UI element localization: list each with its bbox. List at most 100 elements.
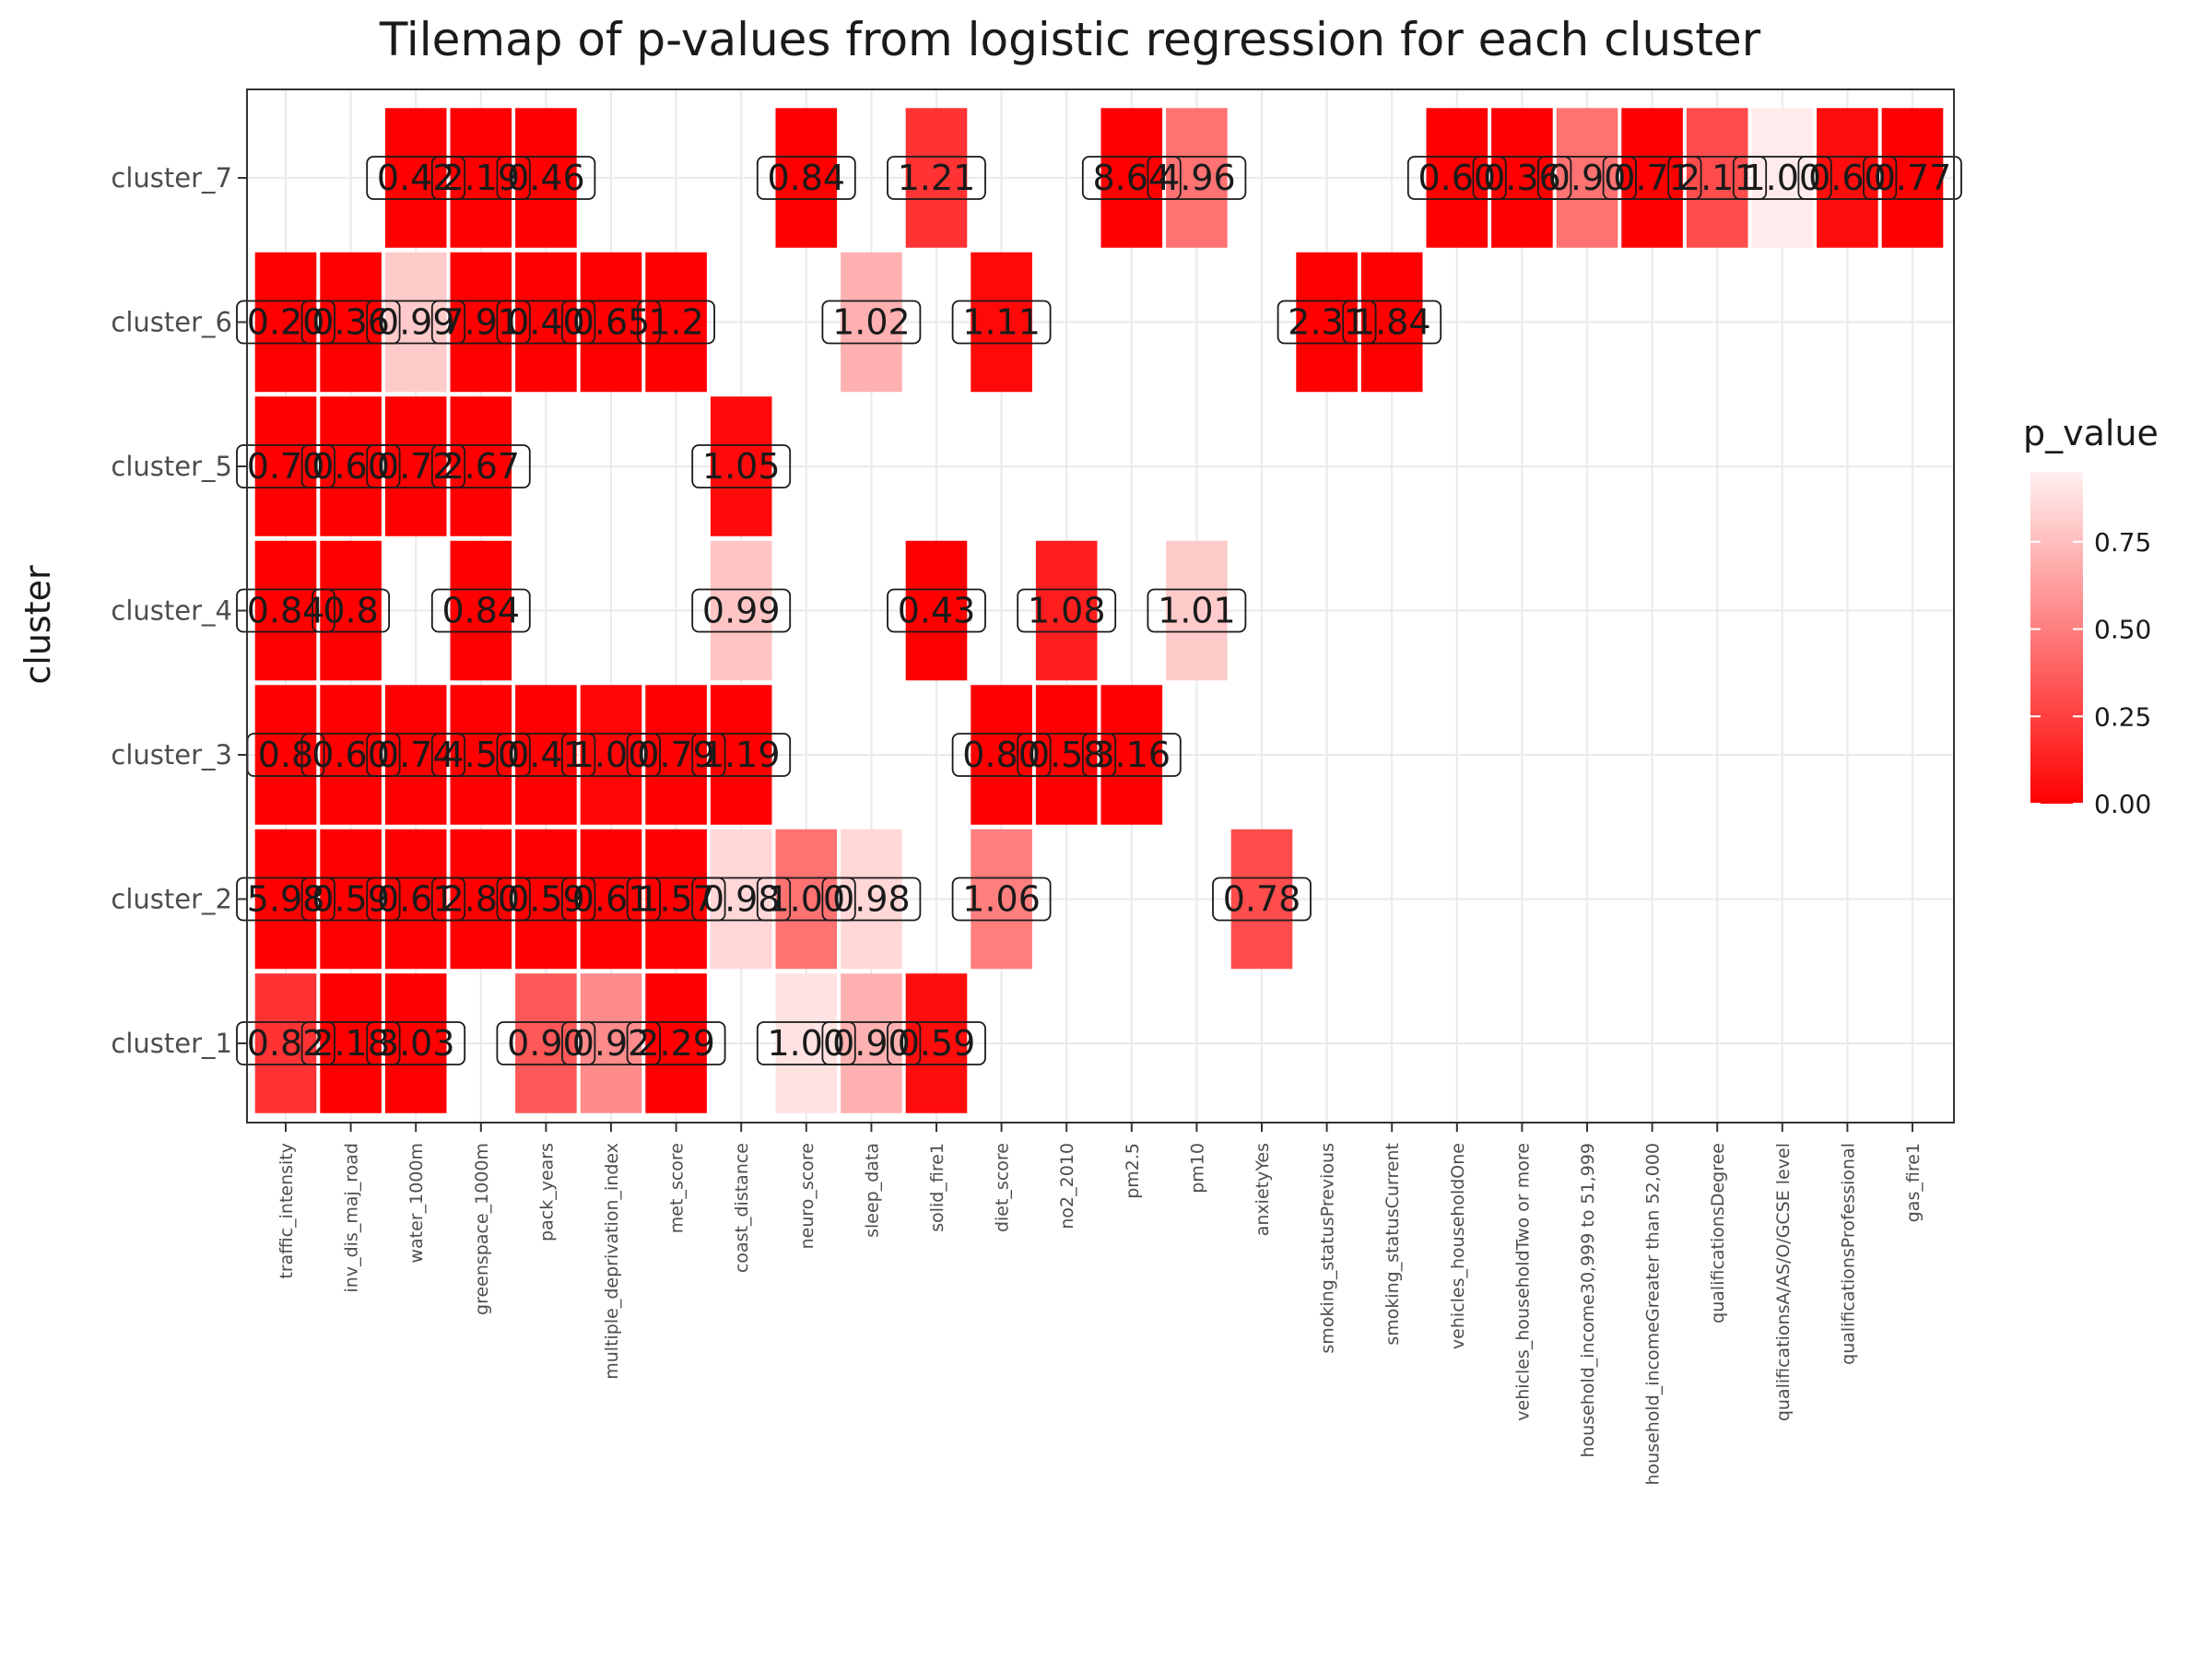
heatmap-tile	[710, 540, 772, 681]
heatmap-tile	[1296, 252, 1358, 393]
heatmap-tile	[515, 685, 577, 825]
tile-label-box	[496, 156, 596, 200]
tile-label: 1.06	[962, 879, 1041, 920]
heatmap-tile	[384, 396, 447, 536]
tile-label-group: 0.82	[236, 1021, 335, 1065]
tile-label-group: 4.96	[1147, 156, 1247, 200]
heatmap-tile	[320, 685, 382, 825]
tile-label-box	[236, 588, 335, 633]
tile-label-group: 2.80	[430, 877, 531, 922]
tile-label-group: 3.16	[1081, 733, 1182, 777]
tile-label: 0.59	[898, 1023, 976, 1064]
x-tick-label: gas_fire1	[1903, 1143, 1924, 1222]
tile-label-group: 0.71	[1602, 156, 1702, 200]
heatmap-tile	[1360, 252, 1423, 393]
tile-label-box	[236, 1021, 335, 1065]
tile-label-box	[1081, 733, 1182, 777]
heatmap-tile	[971, 829, 1032, 970]
heatmap-tile	[254, 973, 317, 1113]
tile-label: 0.36	[1483, 158, 1561, 198]
tile-label-group: 1.08	[1017, 588, 1117, 633]
tile-label: 0.8	[323, 591, 378, 631]
heatmap-tile	[254, 252, 317, 393]
tile-label-box	[561, 300, 661, 345]
tile-label-box	[430, 300, 531, 345]
x-tick-label: qualificationsProfessional	[1838, 1143, 1858, 1365]
tile-label-group: 0.61	[561, 877, 661, 922]
heatmap-tile	[710, 829, 772, 970]
tile-label-box	[1081, 156, 1182, 200]
tile-label-box	[691, 877, 792, 922]
x-tick-label: no2_2010	[1057, 1143, 1077, 1230]
tile-label-box	[561, 733, 661, 777]
heatmap-tile	[1491, 108, 1553, 248]
tile-label: 4.96	[1158, 158, 1236, 198]
x-tick-label: pm10	[1187, 1143, 1207, 1194]
tile-label-group: 0.90	[821, 1021, 922, 1065]
x-tick-label: vehicles_householdOne	[1448, 1143, 1468, 1349]
tile-label-group: 5.98	[236, 877, 335, 922]
heatmap-tile	[1035, 685, 1098, 825]
tile-label-box	[887, 156, 986, 200]
heatmap-tile	[775, 829, 838, 970]
tile-label: 0.58	[1028, 735, 1106, 775]
tile-label: 7.91	[441, 302, 520, 343]
tile-label-box	[561, 1021, 661, 1065]
tile-label-box	[1017, 588, 1117, 633]
tile-label: 0.43	[898, 591, 976, 631]
tile-label-group: 1.00	[1732, 156, 1832, 200]
heatmap-tile	[1817, 108, 1878, 248]
heatmap-tile	[841, 973, 902, 1113]
heatmap-tile	[971, 685, 1032, 825]
legend-colorbar	[2030, 472, 2083, 804]
tile-label-group: 0.58	[1017, 733, 1117, 777]
heatmap-tile	[841, 829, 902, 970]
heatmap-tile	[775, 108, 838, 248]
heatmap-tile	[320, 973, 382, 1113]
tile-label-group: 0.98	[821, 877, 922, 922]
tile-label-group: 4.50	[430, 733, 531, 777]
tile-label-box	[756, 1021, 856, 1065]
x-tick-label: water_1000m	[406, 1143, 427, 1264]
tile-label-group: 2.29	[626, 1021, 726, 1065]
x-tick-label: greenspace_1000m	[472, 1143, 492, 1315]
tile-label-group: 0.60	[300, 733, 401, 777]
tile-label: 1.11	[962, 302, 1041, 343]
tile-label-box	[1406, 156, 1507, 200]
tile-label: 0.60	[312, 446, 390, 487]
heatmap-tile	[254, 540, 317, 681]
heatmap-tile	[515, 829, 577, 970]
heatmap-tile	[775, 973, 838, 1113]
tile-label: 0.71	[1613, 158, 1691, 198]
tile-label: 2.29	[637, 1023, 715, 1064]
tile-label-group: 0.59	[496, 877, 596, 922]
y-tick-label: cluster_7	[111, 162, 232, 194]
tile-label-box	[691, 733, 792, 777]
tile-label: 0.20	[247, 302, 325, 343]
tile-label: 1.00	[1743, 158, 1821, 198]
x-tick-label: multiple_deprivation_index	[602, 1143, 622, 1380]
tile-label-group: 0.8	[246, 733, 325, 777]
tile-label: 0.92	[572, 1023, 651, 1064]
x-tick-label: smoking_statusCurrent	[1382, 1143, 1403, 1346]
legend: p_value 0.00 0.25 0.50 0.75	[2023, 413, 2159, 819]
tile-label: 0.90	[1548, 158, 1627, 198]
x-tick-label: qualificationsDegree	[1708, 1143, 1728, 1324]
heatmap-tile	[1686, 108, 1748, 248]
tile-label-group: 0.90	[496, 1021, 596, 1065]
x-tick-label: household_income30,999 to 51,999	[1578, 1143, 1598, 1458]
tile-label-group: 1.84	[1342, 300, 1442, 345]
tile-label-group: 0.74	[366, 733, 466, 777]
tile-label: 1.02	[832, 302, 911, 343]
tile-label: 0.40	[507, 302, 585, 343]
tile-label-group: 2.11	[1667, 156, 1768, 200]
tile-label-box	[366, 444, 466, 488]
tile-label: 0.61	[572, 879, 651, 920]
tile-label: 0.98	[702, 879, 781, 920]
tile-label-group: 0.36	[300, 300, 401, 345]
tile-label-box	[496, 300, 596, 345]
heatmap-tile	[384, 252, 447, 393]
tile-label-box	[1017, 733, 1117, 777]
tile-label-box	[821, 877, 922, 922]
